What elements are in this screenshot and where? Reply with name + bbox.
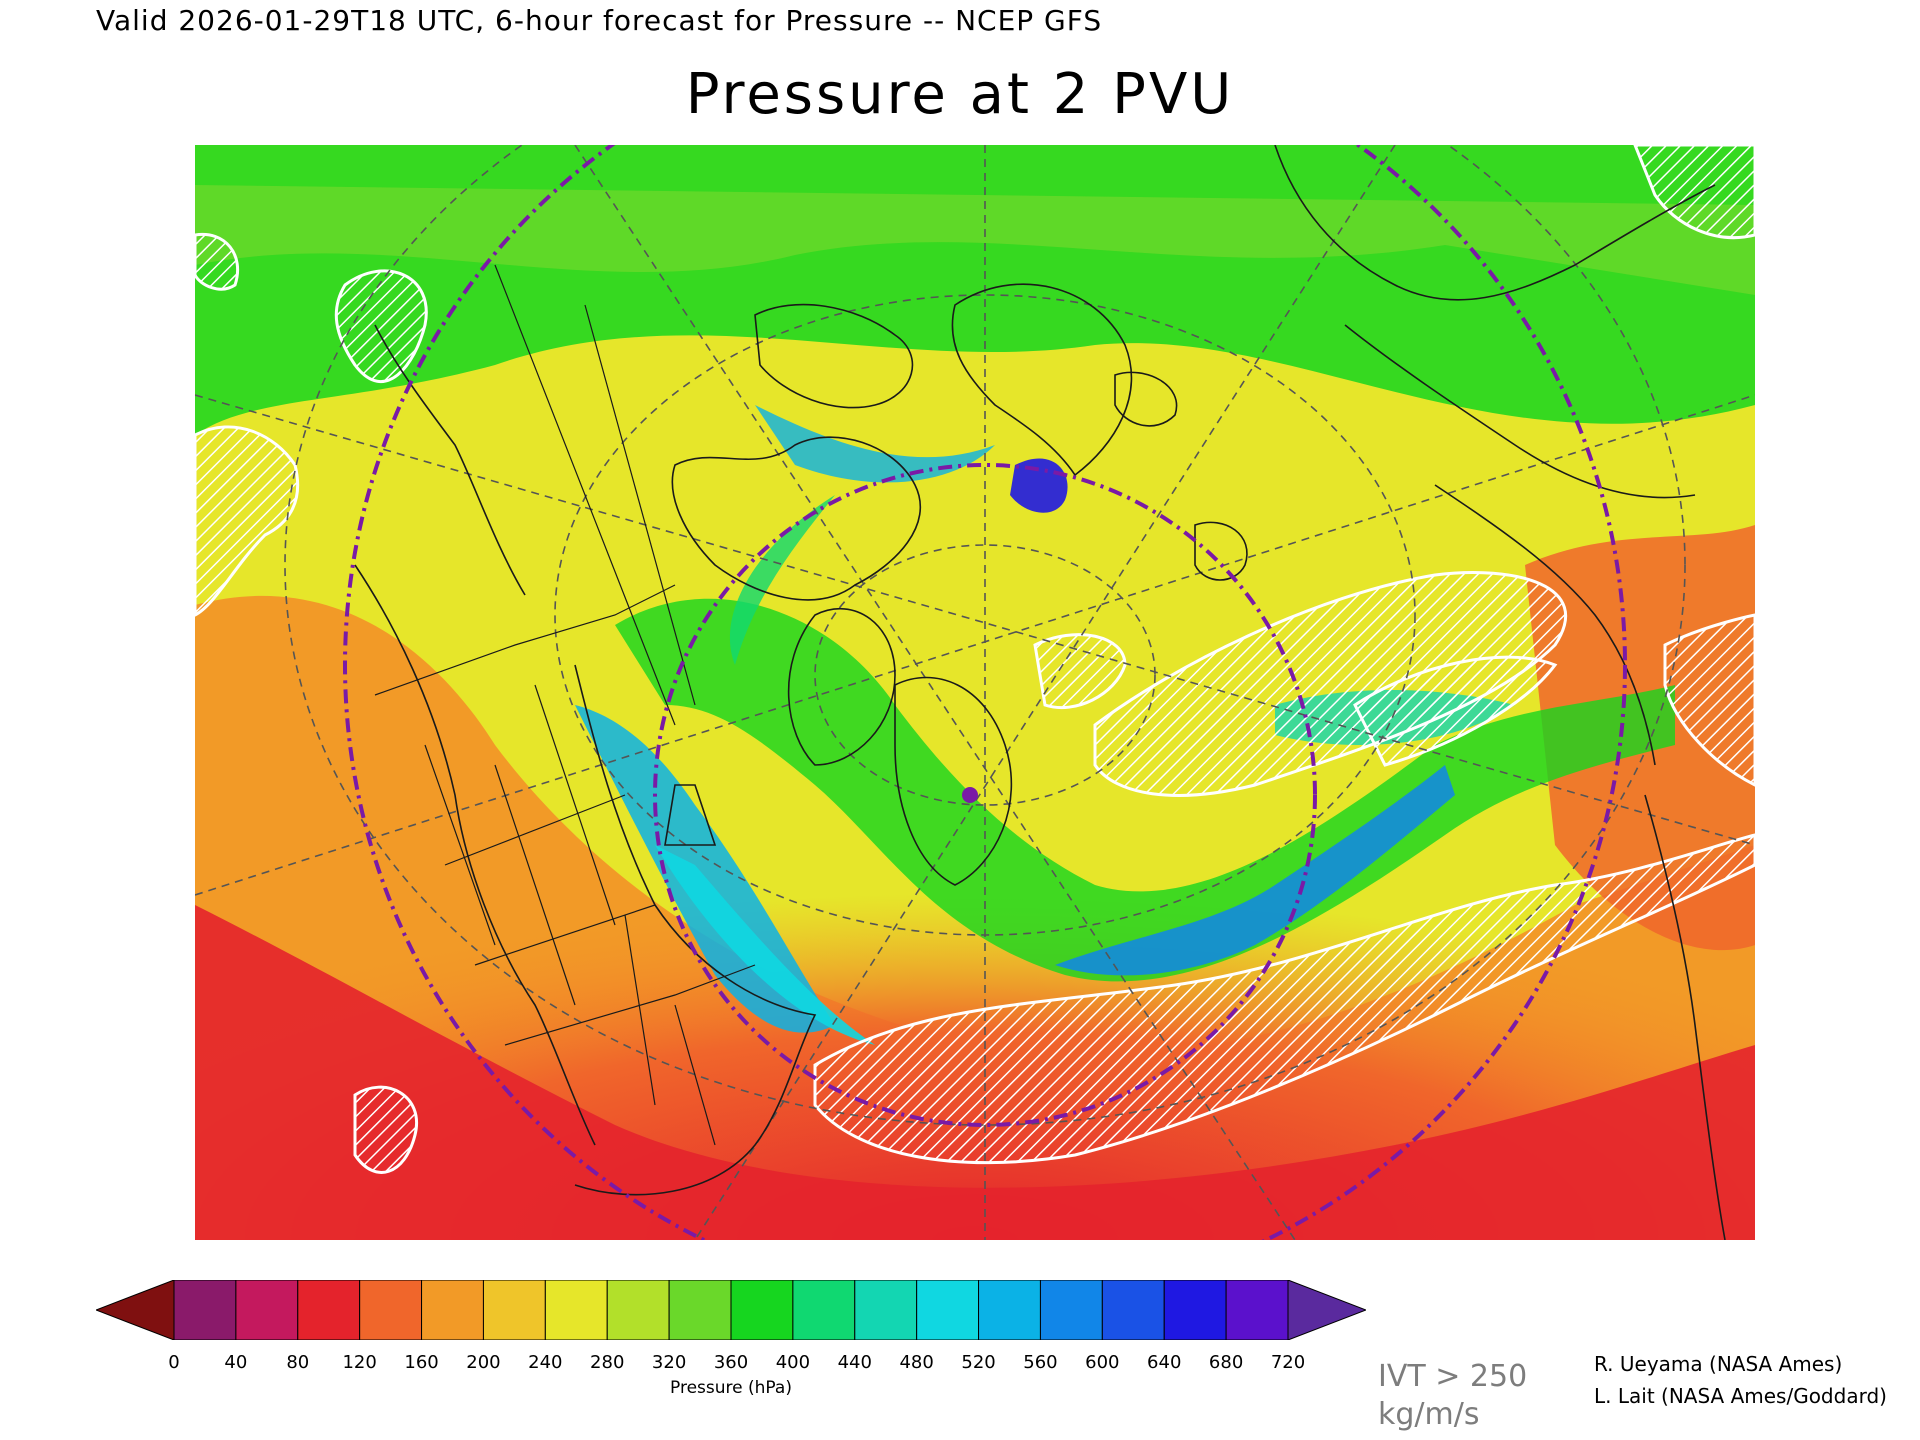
colorbar-tick-label: 40 [224,1352,248,1373]
colorbar-tick-label: 600 [1085,1352,1120,1373]
colorbar-tick-label: 680 [1208,1352,1244,1373]
colorbar-segment [1039,1280,1103,1340]
colorbar-tick-label: 360 [713,1352,749,1373]
colorbar-tick-label: 400 [775,1352,811,1373]
colorbar-segment [1163,1280,1227,1340]
graticule [195,145,1755,1240]
colorbar-tick-label: 120 [342,1352,377,1373]
ivt-region [813,833,1755,1165]
colorbar-label: Pressure (hPa) [670,1378,792,1398]
map-title: Pressure at 2 PVU [685,62,1235,127]
colorbar-segment [482,1280,546,1340]
colorbar-tick-label: 440 [837,1352,872,1373]
credits: R. Ueyama (NASA Ames) L. Lait (NASA Ames… [1594,1348,1887,1412]
colorbar-tick-label: 0 [168,1352,180,1373]
colorbar [96,1280,1366,1340]
colorbar-segment [173,1280,237,1340]
colorbar-over-arrow [1287,1280,1366,1340]
colorbar-segment [854,1280,918,1340]
pressure-map [195,145,1755,1240]
colorbar-segment [1225,1280,1289,1340]
ivt-region [1093,571,1568,797]
colorbar-segment [421,1280,484,1340]
colorbar-tick-label: 280 [590,1352,625,1373]
ivt-note-line1: IVT > 250 [1378,1359,1528,1394]
colorbar-segment [730,1280,794,1340]
colorbar-tick-label: 480 [899,1352,934,1373]
forecast-valid-line: Valid 2026-01-29T18 UTC, 6-hour forecast… [96,4,1103,37]
colorbar-segment [606,1280,670,1340]
credit-line-2: L. Lait (NASA Ames/Goddard) [1594,1384,1887,1408]
colorbar-segment [297,1280,361,1340]
colorbar-segment [359,1280,423,1340]
coastlines [354,145,1726,1240]
colorbar-segment [668,1280,732,1340]
ivt-note: IVT > 250 kg/m/s [1378,1358,1527,1434]
colorbar-tick-label: 160 [404,1352,439,1373]
ivt-region [334,269,428,383]
colorbar-tick-label: 640 [1147,1352,1182,1373]
colorbar-tick-label: 520 [961,1352,996,1373]
colorbar-under-arrow [96,1280,175,1340]
center-marker [962,787,978,803]
colorbar-segment [916,1280,980,1340]
colorbar-segment [544,1280,608,1340]
colorbar-tick-label: 560 [1023,1352,1058,1373]
boundaries [374,264,756,1146]
colorbar-segment [1101,1280,1165,1340]
colorbar-tick-label: 80 [286,1352,310,1373]
credit-line-1: R. Ueyama (NASA Ames) [1594,1352,1843,1376]
colorbar-tick-label: 200 [466,1352,501,1373]
reference-circles [343,145,1627,1240]
ivt-note-line2: kg/m/s [1378,1397,1480,1432]
colorbar-tick-label: 240 [528,1352,563,1373]
colorbar-segment [235,1280,299,1340]
colorbar-segment [978,1280,1041,1340]
colorbar-tick-label: 320 [651,1352,687,1373]
colorbar-segment [792,1280,856,1340]
colorbar-tick-label: 720 [1270,1352,1306,1373]
field-green-ribbon [615,598,1675,982]
